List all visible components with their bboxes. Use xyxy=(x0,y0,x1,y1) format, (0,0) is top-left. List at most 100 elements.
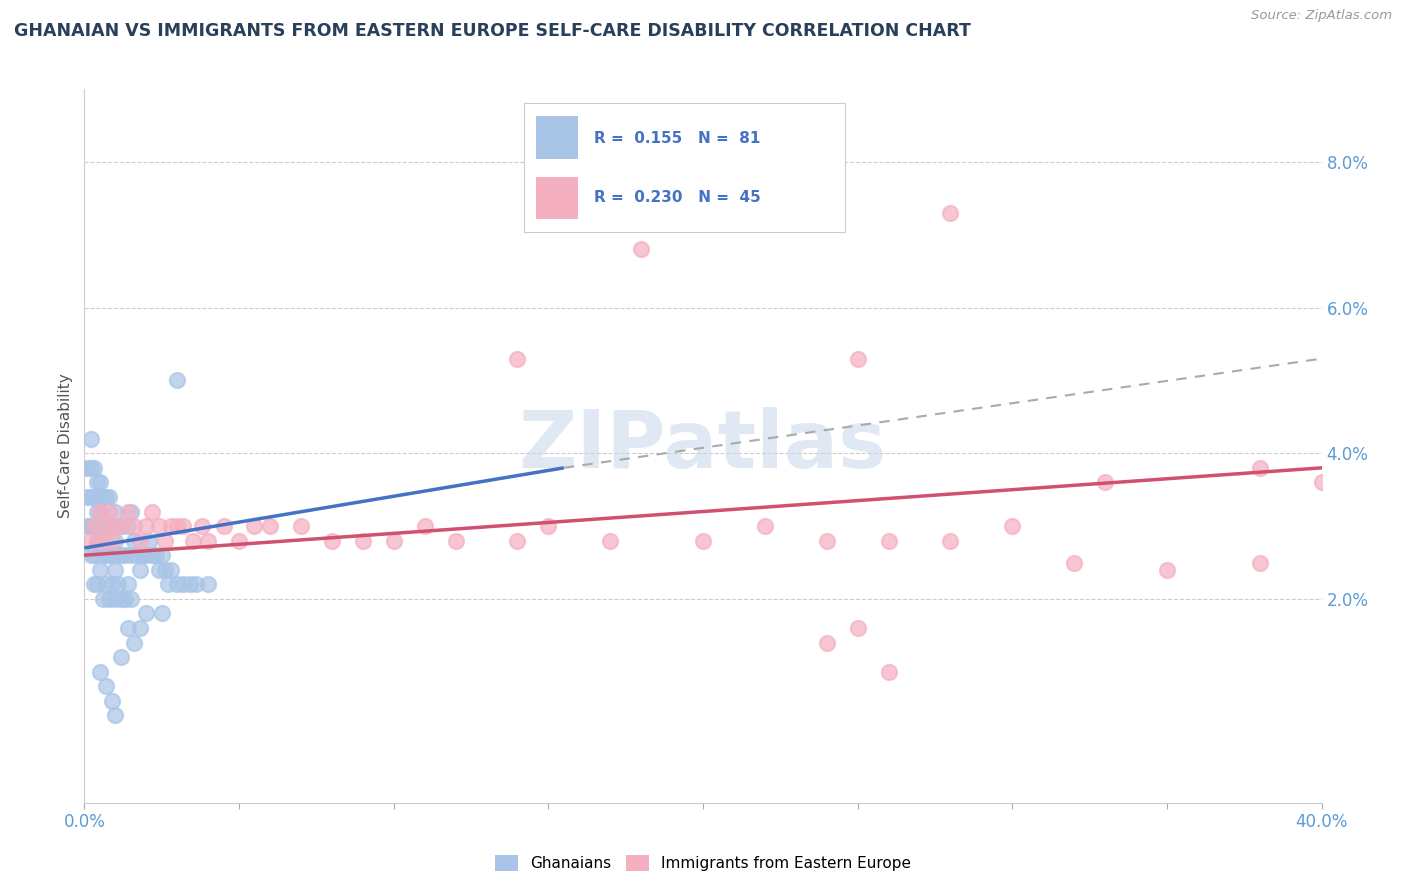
Point xyxy=(83,577,105,591)
Point xyxy=(104,563,127,577)
Point xyxy=(104,591,127,606)
Point xyxy=(877,533,900,548)
Point xyxy=(83,460,105,475)
Point xyxy=(104,504,127,518)
Point xyxy=(145,548,167,562)
Point xyxy=(104,708,127,723)
Point xyxy=(1249,460,1271,475)
Point xyxy=(877,665,900,679)
Point xyxy=(86,475,108,490)
Point xyxy=(382,533,405,548)
Point xyxy=(754,519,776,533)
Point xyxy=(141,548,163,562)
Point xyxy=(148,519,170,533)
Point xyxy=(89,563,111,577)
Point xyxy=(79,432,101,446)
Point xyxy=(506,533,529,548)
Point xyxy=(153,563,176,577)
Point xyxy=(107,548,129,562)
Point xyxy=(166,577,188,591)
Point xyxy=(94,490,117,504)
Point xyxy=(114,591,136,606)
Point xyxy=(630,243,652,257)
Point xyxy=(160,563,183,577)
Point xyxy=(1249,556,1271,570)
Point xyxy=(135,607,157,621)
Point xyxy=(1001,519,1024,533)
Point xyxy=(120,504,142,518)
Point xyxy=(132,548,155,562)
Point xyxy=(86,533,108,548)
Point xyxy=(79,490,101,504)
Point xyxy=(94,577,117,591)
Point xyxy=(166,519,188,533)
Point xyxy=(83,548,105,562)
Point xyxy=(76,519,98,533)
Point xyxy=(153,533,176,548)
Point xyxy=(91,519,114,533)
Point xyxy=(413,519,436,533)
Point xyxy=(129,533,152,548)
Point xyxy=(939,533,962,548)
Point xyxy=(156,577,179,591)
Point xyxy=(1063,556,1085,570)
Point xyxy=(692,533,714,548)
Point xyxy=(117,504,139,518)
Point xyxy=(101,519,124,533)
Point xyxy=(125,548,148,562)
Point xyxy=(94,519,117,533)
Point xyxy=(212,519,235,533)
Point xyxy=(101,533,124,548)
Point xyxy=(290,519,312,533)
Point xyxy=(86,533,108,548)
Point xyxy=(228,533,250,548)
Point xyxy=(117,519,139,533)
Text: Source: ZipAtlas.com: Source: ZipAtlas.com xyxy=(1251,9,1392,22)
Point xyxy=(120,548,142,562)
Point xyxy=(135,519,157,533)
Point xyxy=(939,206,962,220)
Point xyxy=(98,548,121,562)
Point xyxy=(91,490,114,504)
Point xyxy=(259,519,281,533)
Point xyxy=(352,533,374,548)
Point xyxy=(110,519,132,533)
Point xyxy=(191,519,214,533)
Point xyxy=(83,519,105,533)
Point xyxy=(91,533,114,548)
Y-axis label: Self-Care Disability: Self-Care Disability xyxy=(58,374,73,518)
Point xyxy=(79,533,101,548)
Point xyxy=(98,504,121,518)
Point xyxy=(114,548,136,562)
Point xyxy=(179,577,201,591)
Point xyxy=(101,694,124,708)
Point xyxy=(129,621,152,635)
Point xyxy=(172,519,194,533)
Legend: Ghanaians, Immigrants from Eastern Europe: Ghanaians, Immigrants from Eastern Europ… xyxy=(488,849,918,877)
Point xyxy=(1156,563,1178,577)
Point xyxy=(197,577,219,591)
Point xyxy=(79,460,101,475)
Point xyxy=(135,548,157,562)
Point xyxy=(79,548,101,562)
Point xyxy=(846,621,869,635)
Point xyxy=(184,577,207,591)
Point xyxy=(117,621,139,635)
Point xyxy=(101,548,124,562)
Point xyxy=(122,635,145,649)
Point xyxy=(107,577,129,591)
Point xyxy=(83,490,105,504)
Text: ZIPatlas: ZIPatlas xyxy=(519,407,887,485)
Point xyxy=(172,577,194,591)
Point xyxy=(89,475,111,490)
Point xyxy=(89,504,111,518)
Point xyxy=(89,504,111,518)
Point xyxy=(122,519,145,533)
Point xyxy=(1310,475,1333,490)
Point xyxy=(98,490,121,504)
Point xyxy=(150,607,173,621)
Point xyxy=(101,577,124,591)
Point xyxy=(537,519,560,533)
Point xyxy=(89,533,111,548)
Point xyxy=(94,679,117,693)
